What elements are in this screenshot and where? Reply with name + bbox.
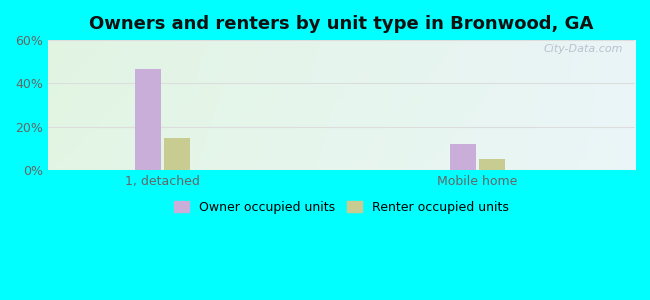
Title: Owners and renters by unit type in Bronwood, GA: Owners and renters by unit type in Bronw…	[89, 15, 593, 33]
Bar	[135, 69, 161, 170]
Text: City-Data.com: City-Data.com	[544, 44, 623, 54]
Bar	[450, 144, 476, 170]
Legend: Owner occupied units, Renter occupied units: Owner occupied units, Renter occupied un…	[168, 196, 514, 219]
Bar	[479, 159, 504, 170]
Bar	[164, 138, 190, 170]
